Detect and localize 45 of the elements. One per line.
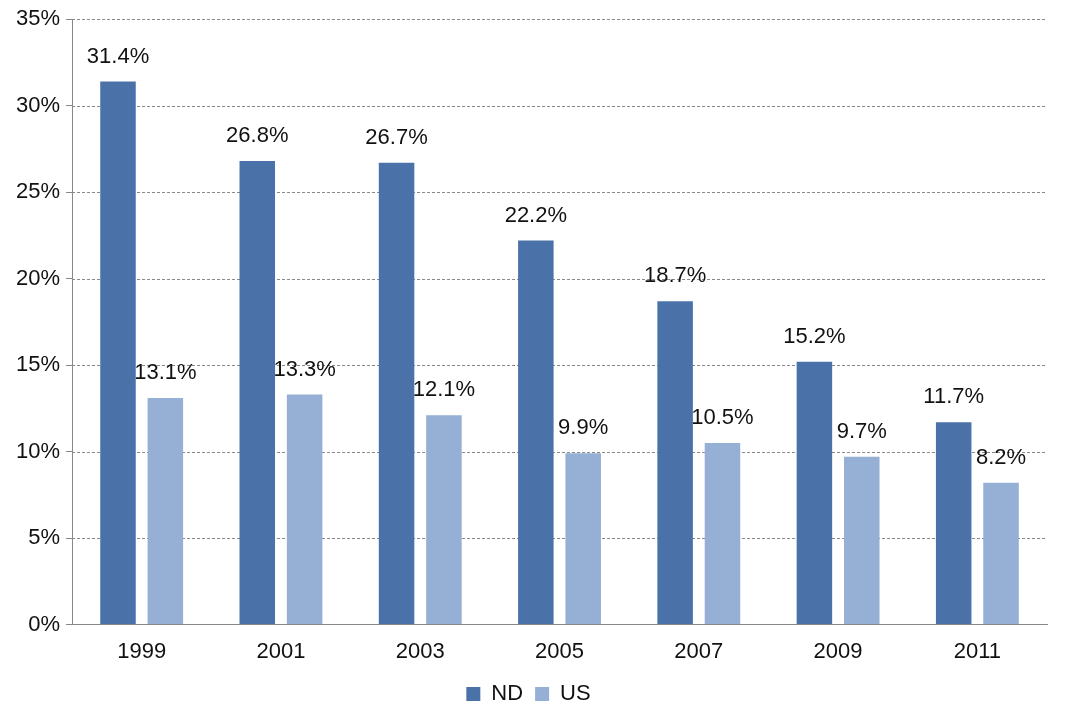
bar xyxy=(286,394,323,625)
legend-label: US xyxy=(560,680,591,706)
data-label: 26.7% xyxy=(365,123,428,149)
legend-label: ND xyxy=(491,680,524,706)
bar xyxy=(983,482,1019,625)
bar xyxy=(844,456,880,625)
y-tick-label: 0% xyxy=(28,610,61,636)
bar xyxy=(518,240,554,625)
bar xyxy=(378,162,415,625)
data-label: 13.1% xyxy=(134,359,197,385)
y-tick-label: 20% xyxy=(15,264,61,290)
data-label: 10.5% xyxy=(691,404,754,430)
y-tick-label: 35% xyxy=(15,5,61,31)
bar xyxy=(426,415,462,625)
x-tick-label: 2009 xyxy=(813,637,863,663)
x-tick-label: 2007 xyxy=(674,637,724,663)
y-tick-label: 30% xyxy=(15,91,61,117)
data-label: 8.2% xyxy=(975,443,1027,469)
y-tick-label: 10% xyxy=(15,437,61,463)
data-label: 11.7% xyxy=(923,383,985,409)
data-label: 26.8% xyxy=(226,122,289,148)
data-label: 12.1% xyxy=(412,376,476,402)
bar xyxy=(565,453,601,625)
data-label: 9.9% xyxy=(558,414,609,440)
x-tick-label: 2005 xyxy=(535,637,584,663)
bar xyxy=(100,81,136,625)
x-tick-label: 2001 xyxy=(256,637,306,663)
data-label: 9.7% xyxy=(836,417,887,443)
data-label: 22.2% xyxy=(504,201,568,227)
bar xyxy=(147,398,184,625)
bar xyxy=(796,361,833,625)
bar xyxy=(935,422,972,625)
data-label: 15.2% xyxy=(783,322,846,348)
bar xyxy=(657,301,693,625)
y-tick-label: 25% xyxy=(15,178,61,204)
bar xyxy=(704,442,741,625)
bar xyxy=(239,161,276,625)
data-label: 18.7% xyxy=(643,262,707,288)
y-tick-label: 15% xyxy=(15,351,61,377)
data-label: 13.3% xyxy=(273,355,336,381)
x-tick-label: 1999 xyxy=(117,637,167,663)
y-tick-label: 5% xyxy=(28,524,61,550)
data-label: 31.4% xyxy=(86,42,150,68)
x-tick-label: 2011 xyxy=(953,637,1002,663)
x-tick-label: 2003 xyxy=(395,637,445,663)
